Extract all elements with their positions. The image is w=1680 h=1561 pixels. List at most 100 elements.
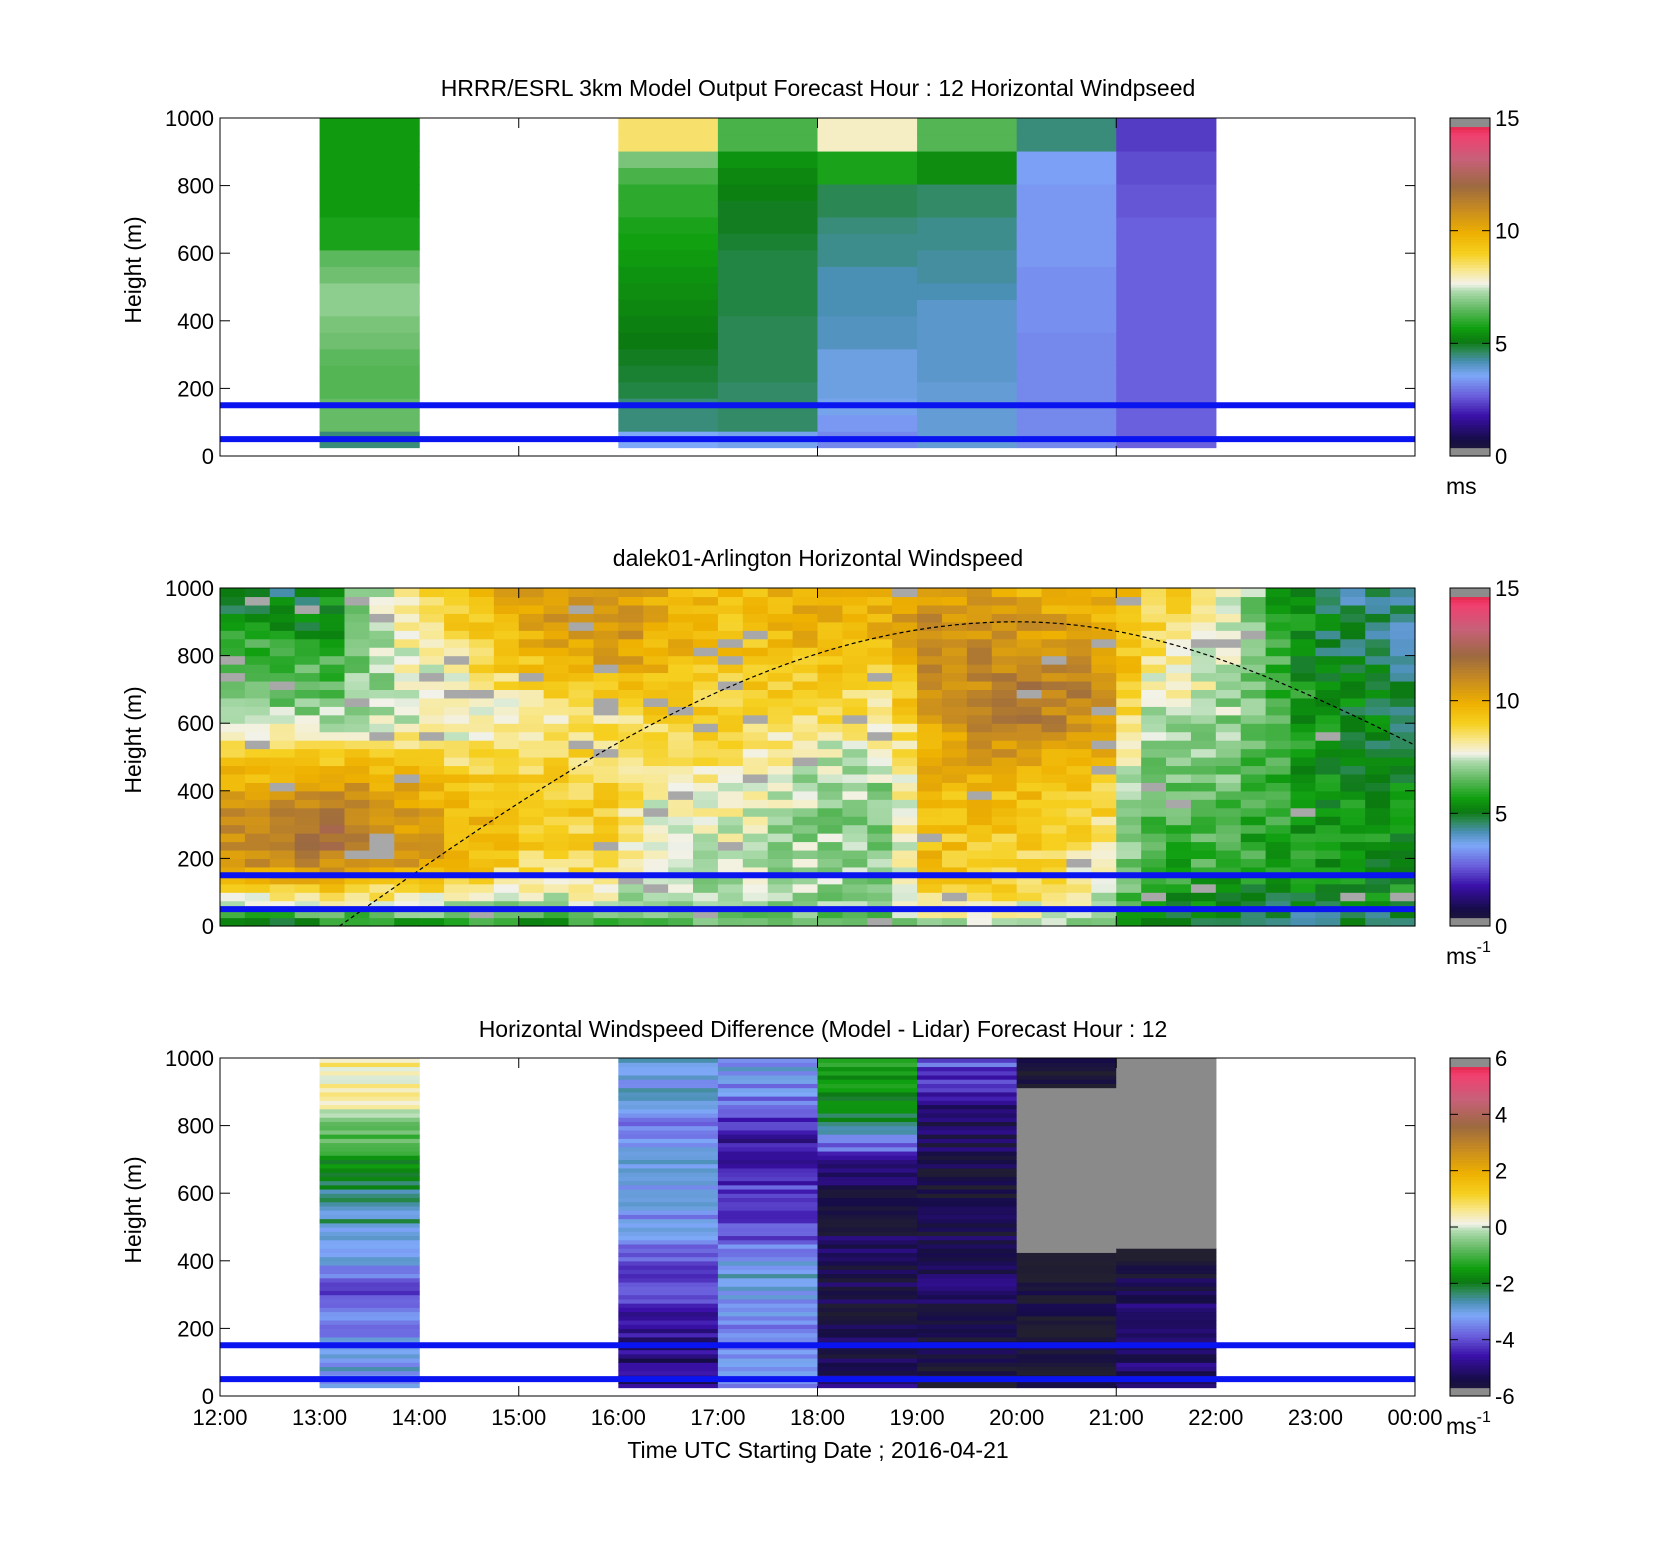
heatmap-cell	[717, 1121, 819, 1127]
colorbar-segment	[1450, 1300, 1490, 1304]
heatmap-cell	[1016, 1214, 1117, 1220]
heatmap-cell	[1215, 833, 1242, 843]
heatmap-cell	[369, 892, 395, 902]
heatmap-cell	[941, 765, 968, 775]
heatmap-cell	[742, 841, 769, 851]
heatmap-cell	[1066, 849, 1092, 859]
heatmap-cell	[444, 782, 470, 792]
heatmap-cell	[817, 748, 843, 758]
heatmap-cell	[618, 118, 719, 136]
heatmap-cell	[1166, 849, 1192, 859]
heatmap-cell	[717, 689, 744, 699]
heatmap-cell	[1116, 1066, 1217, 1072]
heatmap-cell	[917, 664, 943, 674]
heatmap-cell	[867, 621, 893, 631]
heatmap-cell	[966, 917, 993, 927]
heatmap-cell	[319, 807, 346, 817]
heatmap-cell	[941, 833, 968, 843]
heatmap-cell	[941, 596, 968, 606]
heatmap-cell	[518, 630, 545, 640]
colorbar-segment	[1450, 241, 1490, 246]
heatmap-cell	[419, 680, 445, 690]
heatmap-cell	[394, 773, 420, 783]
heatmap-cell	[867, 604, 893, 614]
heatmap-cell	[618, 1176, 719, 1182]
heatmap-cell	[717, 765, 744, 775]
heatmap-cell	[369, 849, 395, 859]
heatmap-cell	[717, 1281, 819, 1287]
heatmap-cell	[1016, 1273, 1117, 1279]
heatmap-cell	[444, 664, 470, 674]
heatmap-cell	[618, 1298, 719, 1304]
heatmap-cell	[917, 765, 943, 775]
heatmap-cell	[369, 723, 395, 733]
heatmap-cell	[892, 875, 918, 885]
colorbar-segment	[1450, 596, 1490, 600]
heatmap-cell	[1315, 596, 1341, 606]
heatmap-cell	[1016, 1353, 1117, 1359]
heatmap-cell	[344, 841, 370, 851]
colorbar-segment	[1450, 1088, 1490, 1093]
heatmap-cell	[817, 824, 843, 834]
colorbar-segment	[1450, 1376, 1490, 1380]
heatmap-cell	[618, 1117, 719, 1122]
heatmap-cell	[1240, 630, 1267, 640]
heatmap-cell	[618, 1227, 719, 1232]
heatmap-cell	[568, 596, 595, 606]
heatmap-cell	[1265, 858, 1292, 868]
heatmap-cell	[1141, 917, 1167, 927]
heatmap-cell	[493, 613, 520, 623]
heatmap-cell	[1315, 748, 1341, 758]
heatmap-cell	[618, 1146, 719, 1152]
heatmap-cell	[1390, 714, 1416, 724]
heatmap-cell	[1041, 613, 1068, 623]
heatmap-cell	[792, 680, 819, 690]
heatmap-cell	[892, 807, 918, 817]
heatmap-cell	[867, 740, 893, 750]
heatmap-cell	[717, 1163, 819, 1169]
heatmap-cell	[668, 858, 694, 868]
colorbar-segment	[1450, 689, 1490, 693]
heatmap-cell	[319, 773, 346, 783]
heatmap-cell	[717, 1353, 819, 1359]
heatmap-cell	[468, 883, 495, 893]
heatmap-cell	[892, 621, 918, 631]
heatmap-cell	[444, 799, 470, 809]
heatmap-cell	[1166, 647, 1192, 657]
heatmap-cell	[294, 672, 321, 682]
colorbar-tick-label: 15	[1495, 576, 1519, 601]
heatmap-cell	[1240, 841, 1267, 851]
heatmap-cell	[817, 773, 843, 783]
heatmap-cell	[493, 816, 520, 826]
heatmap-cell	[1315, 858, 1341, 868]
heatmap-cell	[1315, 892, 1341, 902]
heatmap-cell	[1340, 596, 1366, 606]
heatmap-cell	[817, 1243, 918, 1249]
heatmap-cell	[1240, 672, 1267, 682]
heatmap-cell	[618, 1121, 719, 1127]
heatmap-cell	[717, 1277, 819, 1283]
heatmap-cell	[1290, 630, 1317, 640]
heatmap-cell	[817, 1176, 918, 1182]
colorbar-segment	[1450, 126, 1490, 130]
heatmap-cell	[1016, 731, 1043, 741]
heatmap-cell	[319, 1205, 420, 1211]
heatmap-cell	[1116, 697, 1142, 707]
heatmap-cell	[1016, 706, 1043, 716]
heatmap-cell	[892, 790, 918, 800]
heatmap-cell	[1041, 849, 1068, 859]
heatmap-cell	[294, 773, 321, 783]
heatmap-cell	[294, 740, 321, 750]
colorbar-segment	[1450, 168, 1490, 173]
heatmap-cell	[917, 1129, 1018, 1135]
heatmap-cell	[493, 782, 520, 792]
heatmap-cell	[493, 765, 520, 775]
heatmap-cell	[394, 757, 420, 767]
heatmap-cell	[717, 1176, 819, 1182]
heatmap-cell	[344, 672, 370, 682]
heatmap-cell	[1016, 1243, 1117, 1249]
heatmap-cell	[717, 1125, 819, 1131]
heatmap-cell	[917, 167, 1018, 185]
heatmap-cell	[1265, 900, 1292, 910]
heatmap-cell	[1066, 757, 1092, 767]
